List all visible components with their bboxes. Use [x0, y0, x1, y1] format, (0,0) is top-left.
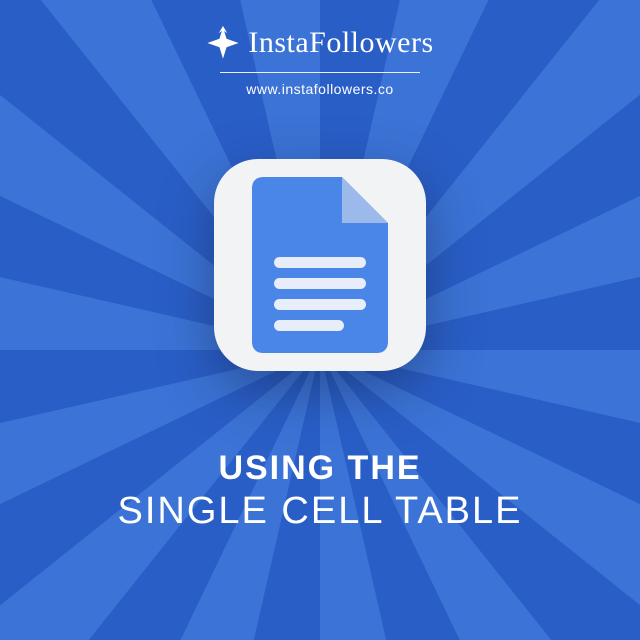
infographic-canvas: InstaFollowers www.instafollowers.co USI… — [0, 0, 640, 640]
brand-url: www.instafollowers.co — [246, 81, 393, 97]
document-icon — [252, 177, 388, 353]
document-line — [274, 299, 366, 310]
app-icon-tile — [214, 159, 426, 371]
document-line — [274, 257, 366, 268]
brand-logo: InstaFollowers — [206, 26, 433, 60]
divider — [220, 72, 420, 73]
document-line — [274, 278, 366, 289]
headline-line-2: SINGLE CELL TABLE — [117, 490, 522, 533]
star-arrow-icon — [206, 26, 240, 60]
headline: USING THE SINGLE CELL TABLE — [117, 449, 522, 533]
header: InstaFollowers www.instafollowers.co — [206, 26, 433, 97]
document-line — [274, 320, 344, 331]
document-lines — [274, 257, 366, 331]
brand-name: InstaFollowers — [248, 26, 433, 60]
headline-line-1: USING THE — [117, 449, 522, 488]
main-icon — [214, 159, 426, 371]
